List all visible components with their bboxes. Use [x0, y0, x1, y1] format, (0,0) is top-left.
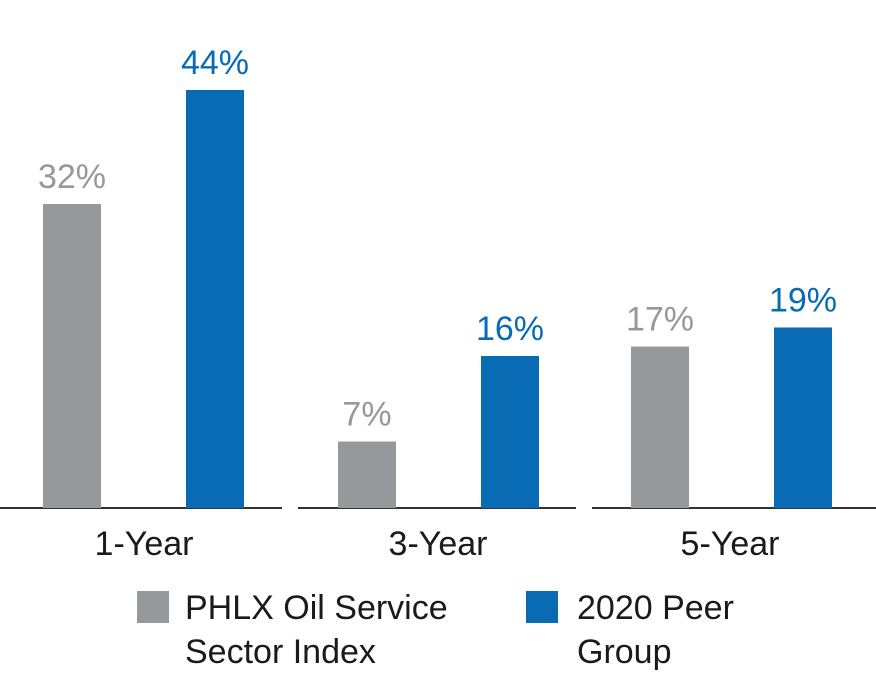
- data-label: 19%: [769, 282, 837, 320]
- data-label: 16%: [476, 310, 544, 348]
- bar-peer-3-year: [481, 356, 539, 508]
- bar-peer-5-year: [774, 327, 832, 508]
- bar-index-1-year: [43, 204, 101, 508]
- x-tick-label: 1-Year: [95, 525, 194, 563]
- data-label: 17%: [626, 301, 694, 339]
- legend-label: 2020 Peer: [577, 589, 734, 627]
- legend-swatch: [137, 591, 169, 623]
- legend: PHLX Oil Service Sector Index 2020 Peer Gro…: [137, 589, 734, 671]
- bar-index-5-year: [631, 346, 689, 508]
- data-labels: 32% 7% 17% 44% 16% 19%: [38, 44, 837, 434]
- bar-index-3-year: [338, 441, 396, 508]
- data-label: 7%: [342, 396, 391, 434]
- legend-label: PHLX Oil Service: [185, 589, 448, 627]
- data-label: 32%: [38, 158, 106, 196]
- x-tick-labels: 1-Year 3-Year 5-Year: [95, 525, 780, 563]
- legend-label: Sector Index: [185, 633, 376, 671]
- legend-swatch: [526, 591, 558, 623]
- legend-item-index: PHLX Oil Service Sector Index: [137, 589, 448, 671]
- legend-label: Group: [577, 633, 672, 671]
- bars: [43, 90, 832, 508]
- data-label: 44%: [181, 44, 249, 82]
- x-tick-label: 3-Year: [389, 525, 488, 563]
- bar-peer-1-year: [186, 90, 244, 508]
- legend-item-peer: 2020 Peer Group: [526, 589, 734, 671]
- x-tick-label: 5-Year: [681, 525, 780, 563]
